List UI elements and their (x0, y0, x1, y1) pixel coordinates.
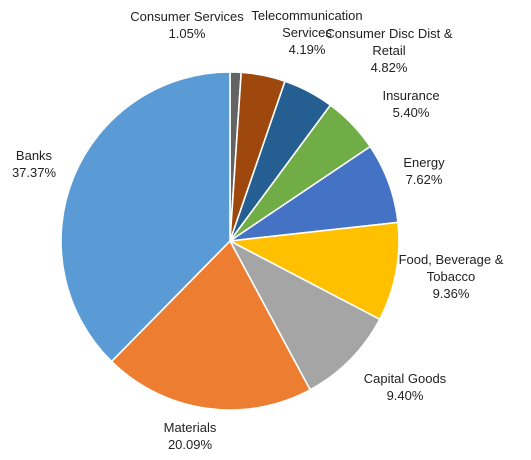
slice-value-label: 7.62% (406, 172, 443, 187)
slice-value-label: 1.05% (169, 26, 206, 41)
pie-slice-banks (60, 71, 231, 363)
slice-value-label: 37.37% (12, 165, 57, 180)
slice-value-label: 5.40% (393, 105, 430, 120)
slice-label-1: Consumer Services 1.05% (130, 9, 244, 41)
pie-slice-food-beverage-tobacco (227, 221, 400, 321)
slice-category-label: Food, Beverage & (399, 252, 504, 267)
slice-label-4: Insurance 5.40% (382, 88, 439, 120)
slice-category-label: Energy (403, 155, 445, 170)
slice-label-7: Capital Goods 9.40% (364, 371, 447, 403)
slice-label-8: Materials 20.09% (164, 420, 217, 452)
slice-label-2: Telecommunication Services 4.19% (251, 8, 362, 57)
pie-slice-capital-goods (228, 239, 381, 391)
slice-category-label: Services (282, 25, 332, 40)
slice-category-label: Tobacco (427, 269, 475, 284)
slice-value-label: 9.40% (387, 388, 424, 403)
slice-value-label: 4.82% (371, 60, 408, 75)
slice-label-9: Banks 37.37% (12, 148, 57, 180)
slice-category-label: Consumer Disc Dist & (325, 26, 452, 41)
pie-labels: Consumer Services 1.05% Telecommunication S… (12, 8, 504, 452)
slice-value-label: 20.09% (168, 437, 213, 452)
slice-value-label: 9.36% (433, 286, 470, 301)
pie-slices (60, 71, 400, 411)
slice-label-3: Consumer Disc Dist & Retail 4.82% (325, 26, 452, 75)
slice-category-label: Retail (372, 43, 405, 58)
slice-category-label: Telecommunication (251, 8, 362, 23)
slice-label-5: Energy 7.62% (403, 155, 445, 187)
slice-value-label: 4.19% (289, 42, 326, 57)
slice-label-6: Food, Beverage & Tobacco 9.36% (399, 252, 504, 301)
slice-category-label: Consumer Services (130, 9, 244, 24)
slice-category-label: Banks (16, 148, 53, 163)
slice-category-label: Materials (164, 420, 217, 435)
slice-category-label: Capital Goods (364, 371, 447, 386)
slice-category-label: Insurance (382, 88, 439, 103)
pie-slice-materials (110, 239, 312, 411)
